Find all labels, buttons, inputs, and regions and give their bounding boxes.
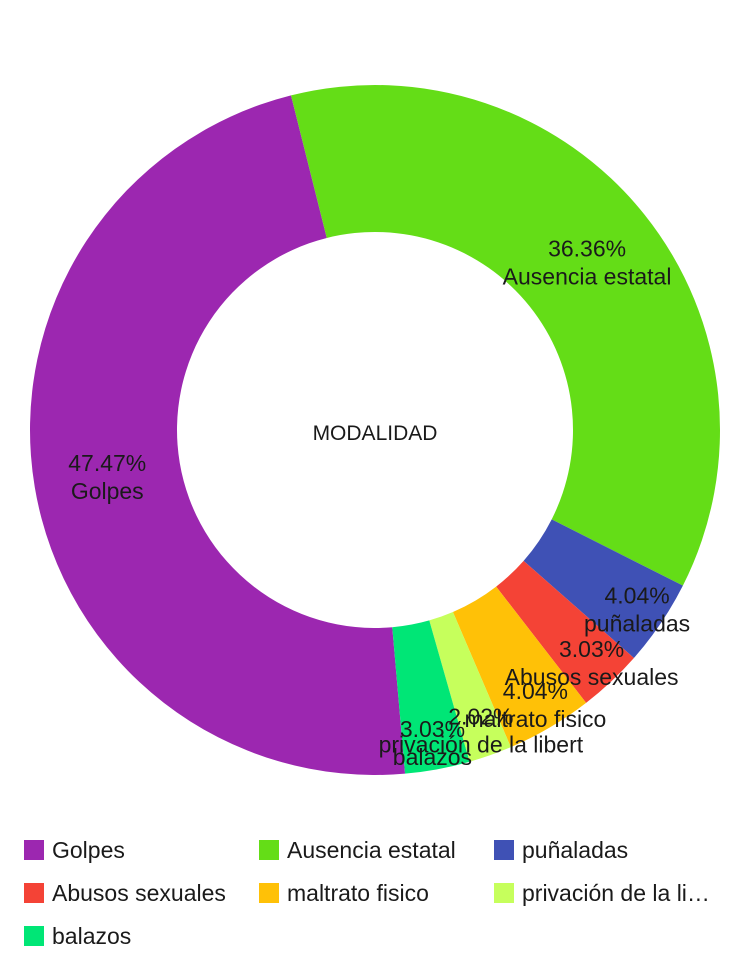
legend-label: Abusos sexuales [52, 879, 226, 906]
legend-swatch [24, 926, 44, 946]
slice-category-label: puñaladas [584, 610, 690, 636]
legend-label: Ausencia estatal [287, 836, 456, 863]
legend-label: maltrato fisico [287, 879, 429, 906]
legend-swatch [259, 883, 279, 903]
slice-category-label: privación de la libert [379, 731, 584, 757]
slice-category-label: maltrato fisico [464, 706, 606, 732]
slice-category-label: Ausencia estatal [503, 263, 672, 289]
slice-balazos[interactable] [392, 620, 470, 774]
slice-percent-label: 2.02% [448, 703, 513, 729]
legend-swatch [24, 883, 44, 903]
slice-category-label: balazos [393, 744, 472, 770]
legend-label: balazos [52, 922, 132, 949]
legend-swatch [259, 840, 279, 860]
slice-maltrato-fisico[interactable] [452, 586, 587, 748]
slice-ausencia-estatal[interactable] [291, 84, 721, 586]
slice-percent-label: 3.03% [400, 716, 465, 742]
legend-item-privacion-de-la-libert[interactable]: privación de la li… [494, 878, 710, 908]
slice-percent-label: 36.36% [548, 235, 626, 261]
legend-item-ausencia-estatal[interactable]: Ausencia estatal [259, 835, 456, 865]
legend-swatch [494, 840, 514, 860]
legend-item-punaladas[interactable]: puñaladas [494, 835, 628, 865]
slice-percent-label: 3.03% [559, 636, 624, 662]
slice-category-label: Abusos sexuales [505, 664, 679, 690]
slice-golpes[interactable] [29, 95, 406, 776]
slice-punaladas[interactable] [523, 519, 683, 658]
chart-title: MODALIDAD [313, 422, 438, 445]
slice-percent-label: 4.04% [503, 678, 568, 704]
legend-item-abusos-sexuales[interactable]: Abusos sexuales [24, 878, 226, 908]
slice-abusos-sexuales[interactable] [496, 560, 634, 703]
slice-privacion-de-la-libert[interactable] [429, 612, 511, 762]
legend-item-golpes[interactable]: Golpes [24, 835, 125, 865]
donut-slices [29, 84, 721, 776]
slice-category-label: Golpes [71, 478, 144, 504]
legend-item-balazos[interactable]: balazos [24, 921, 131, 951]
legend-swatch [24, 840, 44, 860]
slice-percent-label: 47.47% [68, 450, 146, 476]
legend-label: privación de la li… [522, 879, 710, 906]
legend-label: puñaladas [522, 836, 629, 863]
slice-percent-label: 4.04% [604, 582, 669, 608]
legend-item-maltrato-fisico[interactable]: maltrato fisico [259, 878, 429, 908]
legend-swatch [494, 883, 514, 903]
legend-label: Golpes [52, 836, 125, 863]
